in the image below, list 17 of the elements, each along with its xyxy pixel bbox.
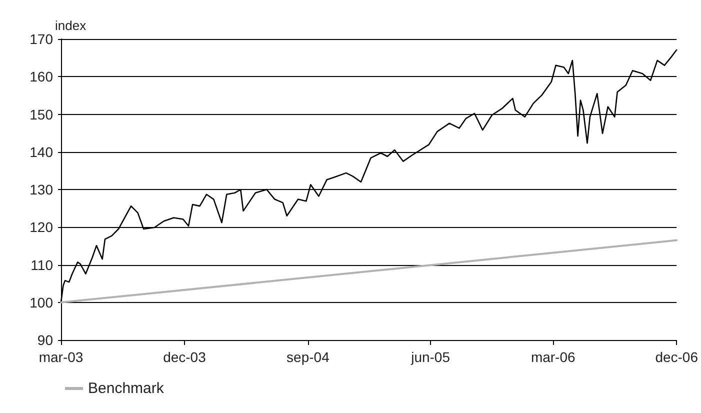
y-tick-label: 90 bbox=[37, 332, 54, 348]
x-tick-label: dec-03 bbox=[163, 349, 206, 365]
y-tick-label: 100 bbox=[30, 294, 54, 310]
y-tick-label: 110 bbox=[30, 256, 54, 273]
x-tick-label: jun-05 bbox=[410, 349, 450, 365]
x-tick-label: dec-06 bbox=[655, 349, 698, 365]
y-axis-title: index bbox=[55, 18, 87, 33]
y-tick-label: 150 bbox=[30, 106, 54, 122]
x-tick-label: mar-03 bbox=[38, 349, 84, 365]
y-tick-label: 160 bbox=[30, 68, 54, 85]
y-tick-label: 140 bbox=[30, 144, 54, 160]
legend-label: Benchmark bbox=[88, 380, 164, 397]
y-tick-label: 170 bbox=[30, 31, 54, 47]
x-tick-label: sep-04 bbox=[286, 349, 330, 365]
x-tick-label: mar-06 bbox=[530, 349, 576, 365]
y-tick-label: 120 bbox=[30, 219, 54, 236]
y-tick-label: 130 bbox=[30, 182, 54, 198]
